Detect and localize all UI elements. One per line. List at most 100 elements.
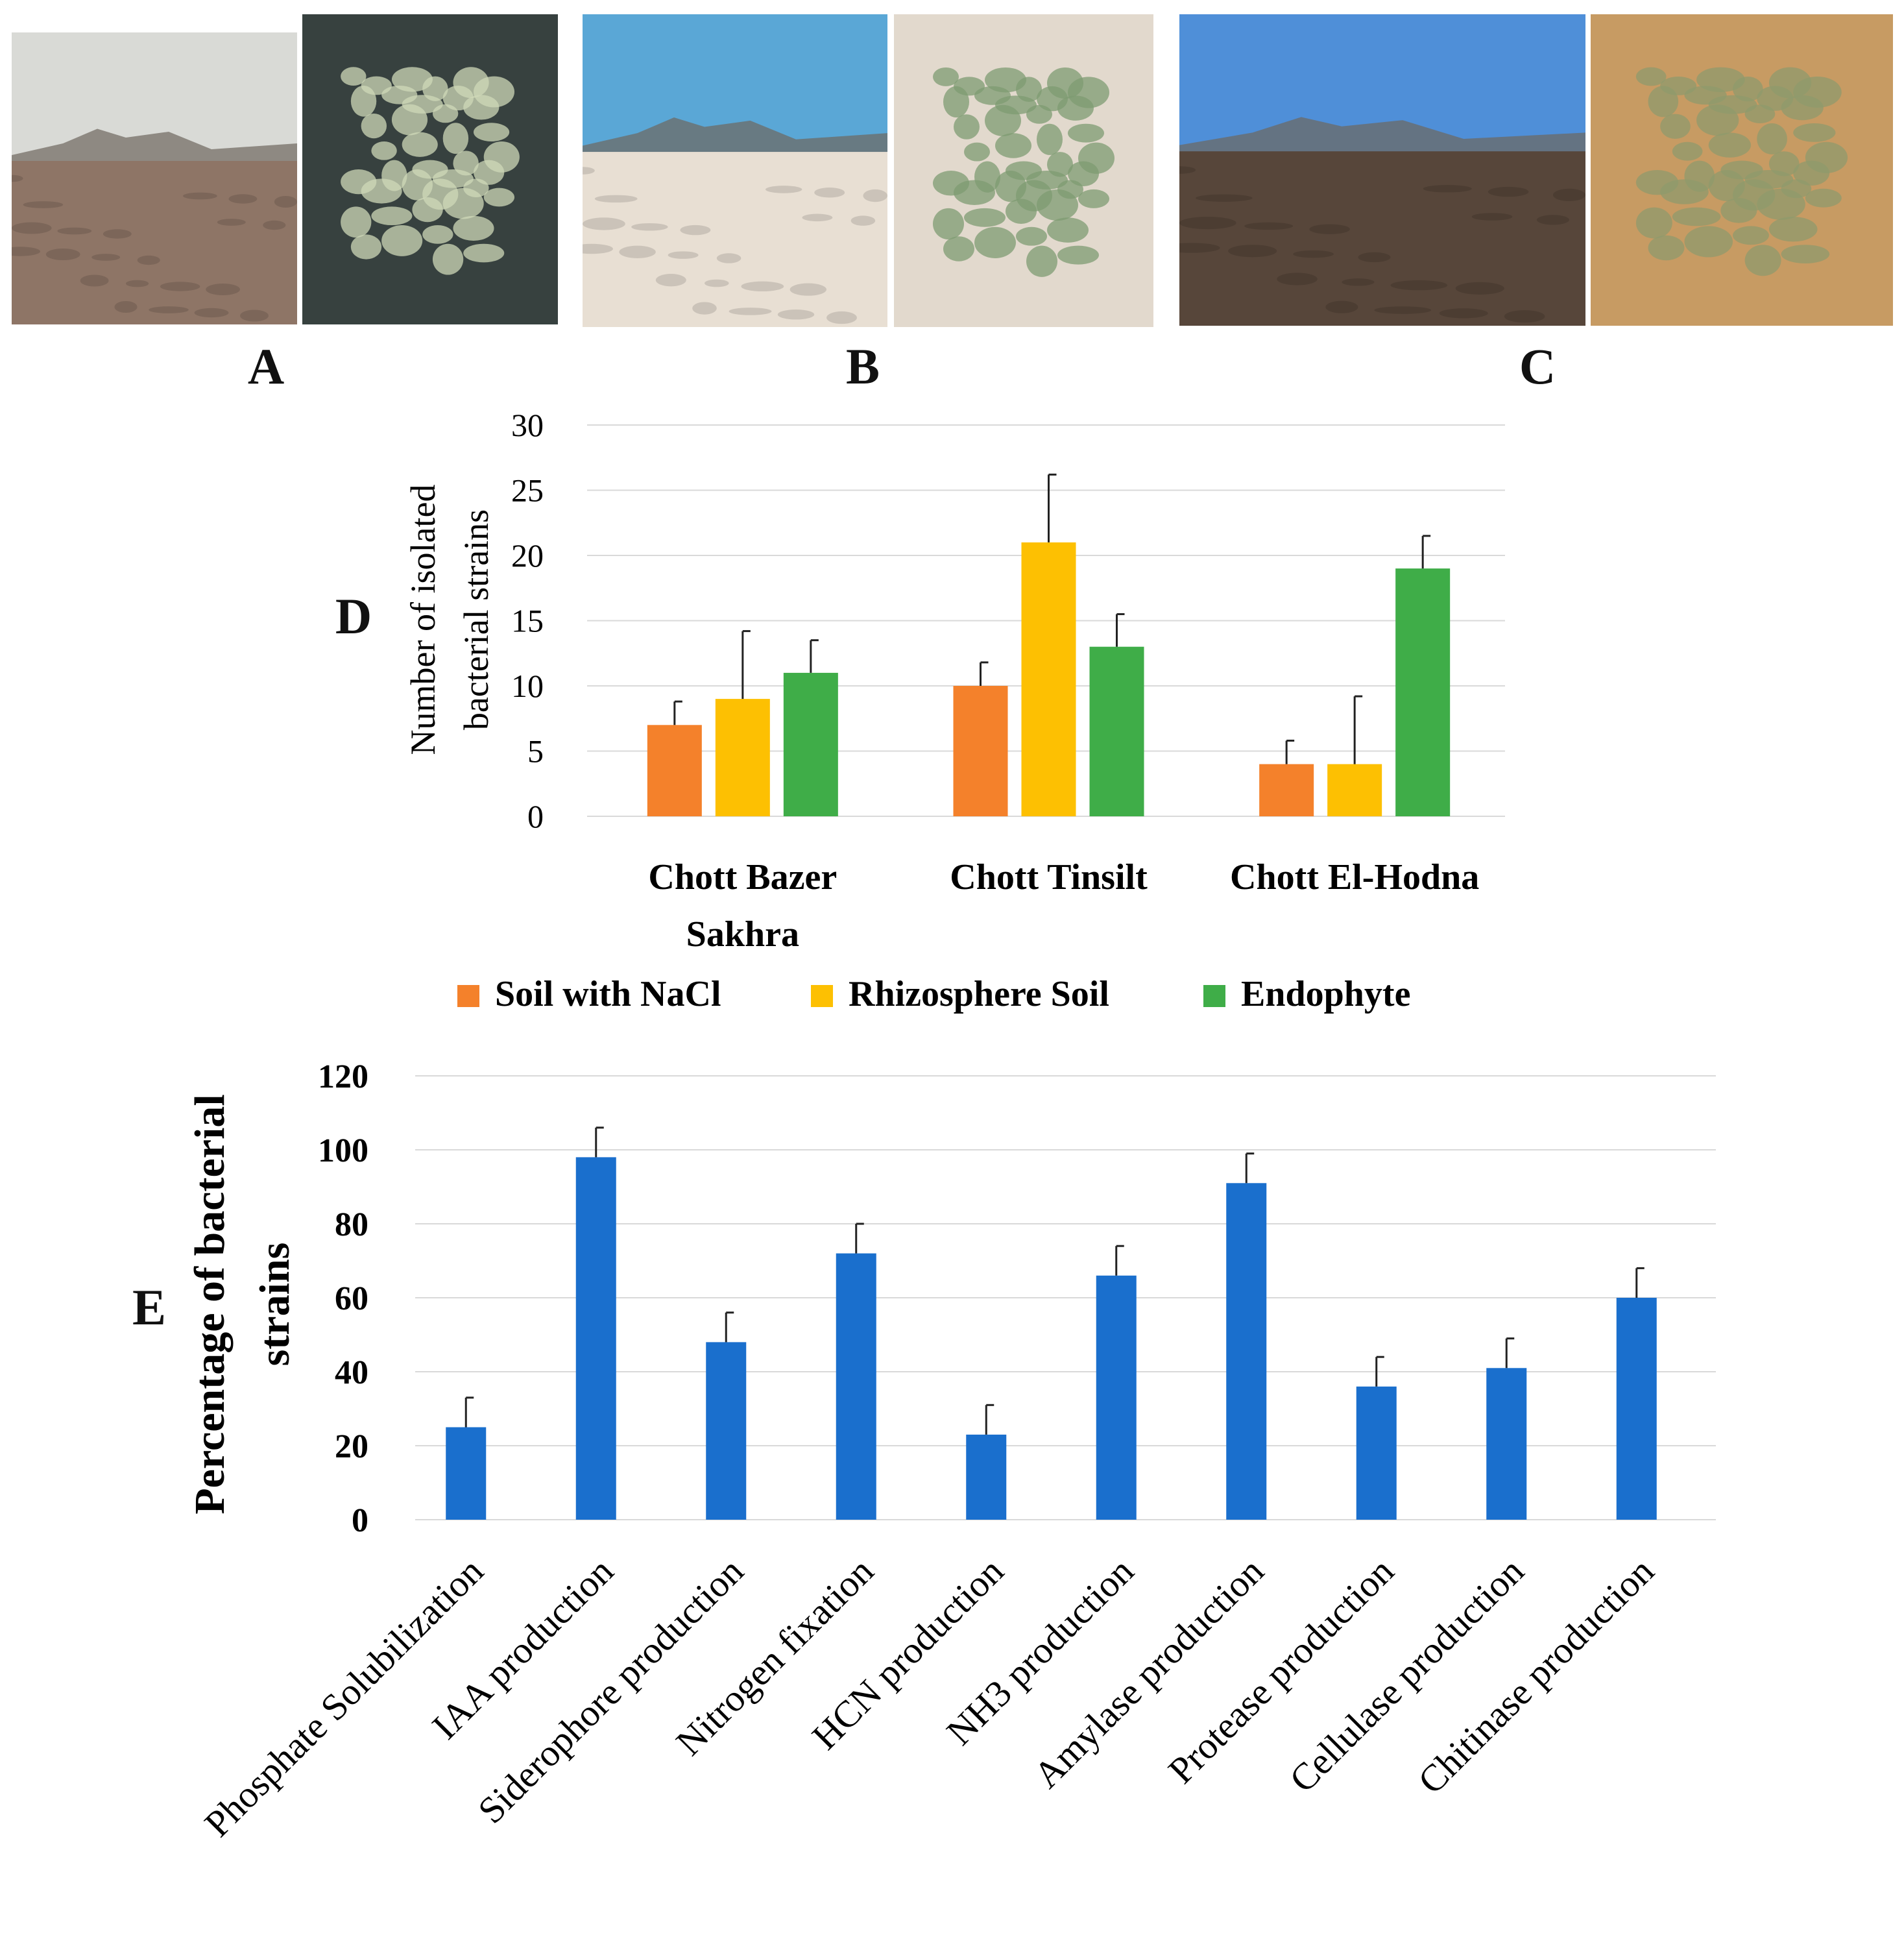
ground-patch bbox=[80, 274, 109, 287]
legend-label: Soil with NaCl bbox=[495, 974, 721, 1014]
plant-foliage bbox=[1708, 95, 1757, 114]
ground-patch bbox=[1342, 278, 1375, 286]
ground-patch bbox=[765, 186, 802, 193]
plant-foliage bbox=[933, 67, 959, 86]
ground-patch bbox=[1471, 213, 1513, 221]
ground-patch bbox=[1439, 308, 1488, 319]
category-label-line: Chott Bazer bbox=[648, 857, 837, 897]
photo-c-plant bbox=[1591, 14, 1893, 326]
photo-illustration bbox=[1179, 14, 1585, 326]
plant-foliage bbox=[1068, 77, 1109, 108]
y-axis-label-line: bacterial strains bbox=[457, 509, 496, 730]
ground-patch bbox=[729, 308, 772, 315]
plant-foliage bbox=[1805, 141, 1848, 173]
plant-foliage bbox=[341, 169, 377, 195]
ground-patch bbox=[114, 301, 138, 313]
ground-patch bbox=[668, 251, 699, 259]
bar-chitinase-production bbox=[1616, 1298, 1657, 1520]
plant-foliage bbox=[1684, 226, 1733, 258]
ground-patch bbox=[741, 281, 784, 292]
mountains bbox=[583, 117, 887, 158]
plant-foliage bbox=[412, 160, 448, 179]
plant-foliage bbox=[995, 133, 1031, 158]
plant-foliage bbox=[1660, 114, 1691, 139]
category-label: Siderophore production bbox=[470, 1550, 751, 1831]
panel-label-b: B bbox=[845, 338, 880, 395]
plant-foliage bbox=[453, 215, 494, 241]
plant-foliage bbox=[381, 225, 423, 256]
bar-siderophore-production bbox=[706, 1342, 747, 1520]
ground-patch bbox=[228, 194, 258, 204]
ground-patch bbox=[680, 225, 711, 236]
y-tick-label: 40 bbox=[335, 1354, 368, 1391]
ground-patch bbox=[1504, 310, 1545, 323]
plant-foliage bbox=[432, 243, 464, 275]
plant-foliage bbox=[361, 76, 392, 95]
ground-patch bbox=[1358, 252, 1391, 263]
bar-rhizosphere-soil bbox=[1327, 764, 1382, 816]
plant-foliage bbox=[1781, 245, 1830, 263]
panel-label-a: A bbox=[247, 338, 285, 395]
plant-foliage bbox=[1660, 77, 1697, 95]
plant-foliage bbox=[1047, 152, 1073, 177]
plant-foliage bbox=[985, 67, 1026, 93]
ground-patch bbox=[274, 196, 297, 208]
ground-patch bbox=[655, 274, 686, 287]
mountains bbox=[12, 128, 297, 167]
ground-patch bbox=[583, 167, 595, 175]
plant-foliage bbox=[402, 95, 443, 114]
bar-phosphate-solubilization bbox=[446, 1427, 487, 1520]
ground-patch bbox=[716, 253, 741, 263]
bar-nh3-production bbox=[1096, 1275, 1137, 1520]
y-tick-label: 20 bbox=[511, 537, 544, 574]
ground bbox=[583, 152, 887, 327]
ground-patch bbox=[12, 175, 23, 182]
ground-patch bbox=[137, 255, 160, 265]
plant-foliage bbox=[1078, 189, 1109, 208]
plant-foliage bbox=[1057, 180, 1083, 199]
plant-foliage bbox=[954, 114, 980, 140]
ground-patch bbox=[1552, 188, 1585, 201]
ground-patch bbox=[802, 213, 833, 222]
plant-foliage bbox=[1078, 142, 1115, 174]
plant-foliage bbox=[1793, 77, 1842, 108]
plant-foliage bbox=[350, 234, 382, 260]
plant-foliage bbox=[933, 208, 964, 240]
plant-foliage bbox=[933, 171, 969, 196]
plant-foliage bbox=[463, 178, 489, 198]
plant-foliage bbox=[1720, 160, 1763, 180]
ground-patch bbox=[1390, 280, 1448, 291]
bar-soil-with-nacl bbox=[647, 725, 702, 816]
plant-foliage bbox=[1037, 86, 1068, 112]
bar-endophyte bbox=[1395, 568, 1451, 816]
legend-label: Rhizosphere Soil bbox=[849, 974, 1109, 1014]
ground-patch bbox=[12, 222, 52, 234]
plant-foliage bbox=[371, 206, 413, 226]
bar-endophyte bbox=[1089, 646, 1144, 816]
ground bbox=[12, 161, 297, 324]
y-tick-label: 30 bbox=[511, 407, 544, 443]
ground bbox=[1179, 151, 1585, 326]
photo-b-plant bbox=[894, 14, 1153, 327]
legend-swatch bbox=[457, 985, 479, 1007]
photo-a-landscape bbox=[12, 32, 297, 324]
ground-patch bbox=[1196, 194, 1253, 202]
plant-foliage bbox=[402, 132, 438, 157]
ground-patch bbox=[814, 188, 845, 198]
y-axis-label-line: Number of isolated bbox=[404, 485, 442, 755]
plant-foliage bbox=[371, 141, 397, 160]
ground-patch bbox=[692, 302, 717, 315]
plant-foliage bbox=[1057, 245, 1099, 265]
y-axis-label: Number of isolated bacterial strains bbox=[404, 485, 496, 755]
bar-cellulase-production bbox=[1486, 1368, 1527, 1520]
photo-c-landscape bbox=[1179, 14, 1585, 326]
ground-patch bbox=[705, 279, 729, 287]
ground-patch bbox=[194, 308, 229, 318]
plant-foliage bbox=[954, 77, 985, 96]
plant-foliage bbox=[1006, 161, 1042, 180]
plant-foliage bbox=[1635, 170, 1679, 195]
ground-patch bbox=[57, 227, 92, 235]
plant-foliage bbox=[341, 67, 367, 86]
bar-protease-production bbox=[1356, 1386, 1397, 1520]
y-tick-label: 10 bbox=[511, 668, 544, 704]
